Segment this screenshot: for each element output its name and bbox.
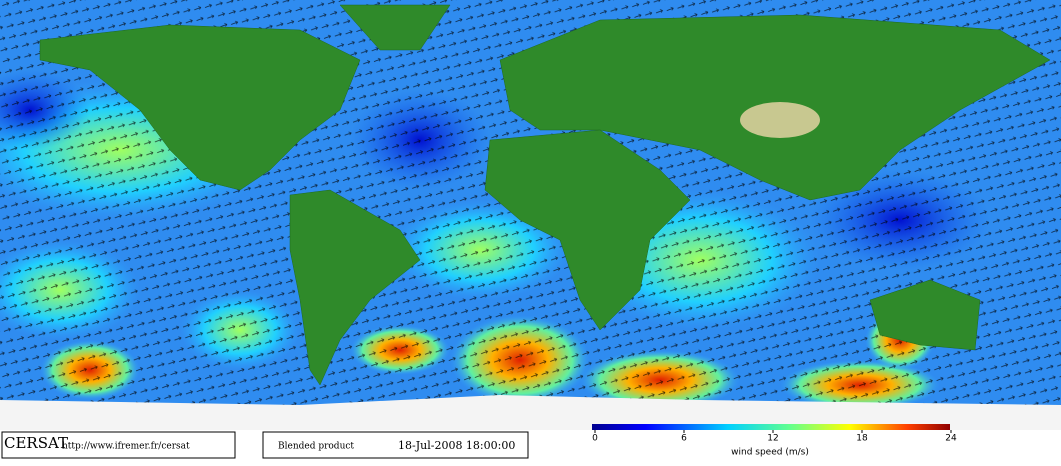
colorbar-tick-label: 12 bbox=[767, 434, 778, 444]
product-box bbox=[262, 431, 529, 459]
colorbar-title: wind speed (m/s) bbox=[731, 448, 809, 458]
source-box bbox=[1, 431, 236, 459]
land bbox=[39, 4, 1051, 386]
colorbar-tick-label: 18 bbox=[856, 434, 868, 444]
datetime: 18-Jul-2008 18:00:00 bbox=[398, 439, 515, 452]
product: Blended product bbox=[278, 442, 354, 452]
colorbar bbox=[592, 424, 950, 430]
colorbar-tick-label: 6 bbox=[681, 434, 687, 444]
colorbar-tick-label: 24 bbox=[945, 434, 957, 444]
antarctica bbox=[0, 395, 1061, 430]
url: http://www.ifremer.fr/cersat bbox=[62, 442, 190, 452]
colorbar-tick-label: 0 bbox=[592, 434, 598, 444]
logo: CERSAT bbox=[4, 434, 68, 452]
